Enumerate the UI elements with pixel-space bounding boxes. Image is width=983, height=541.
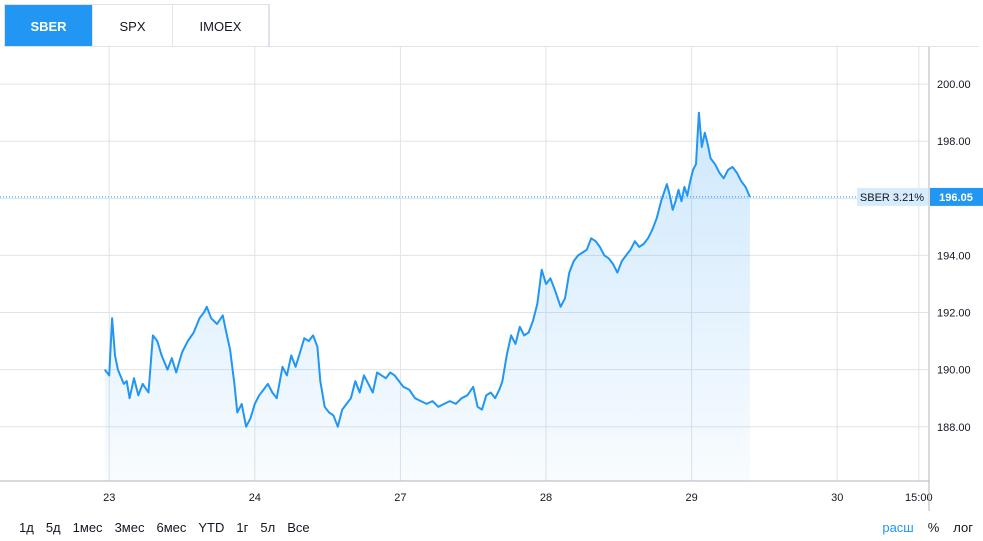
x-tick-label: 30	[831, 492, 843, 504]
series-label: SBER 3.21%	[860, 192, 924, 204]
range-1y[interactable]: 1г	[236, 520, 249, 535]
range-ytd[interactable]: YTD	[198, 520, 225, 535]
range-3m[interactable]: 3мес	[114, 520, 145, 535]
range-5d[interactable]: 5д	[45, 520, 61, 535]
tabbar-divider	[4, 46, 979, 47]
x-tick-label: 27	[394, 492, 406, 504]
scale-buttons: расш % лог	[868, 520, 973, 535]
y-tick-label: 192.00	[937, 308, 971, 320]
range-1d[interactable]: 1д	[19, 520, 34, 535]
price-chart[interactable]: 188.00190.00192.00194.00196.00198.00200.…	[0, 47, 983, 517]
scale-extend-button[interactable]: расш	[882, 520, 914, 535]
scale-log-button[interactable]: лог	[953, 520, 973, 535]
x-tick-label: 29	[686, 492, 698, 504]
tab-spx[interactable]: SPX	[93, 5, 173, 47]
y-tick-label: 198.00	[937, 136, 971, 148]
last-price-bg	[930, 187, 983, 206]
scale-percent-button[interactable]: %	[927, 520, 940, 535]
last-price-label: 196.05	[939, 192, 973, 204]
y-tick-label: 200.00	[937, 79, 971, 91]
range-selector: 1д 5д 1мес 3мес 6мес YTD 1г 5л Все	[19, 520, 322, 535]
tab-imoex[interactable]: IMOEX	[173, 5, 269, 47]
series-area	[104, 112, 750, 481]
range-1m[interactable]: 1мес	[72, 520, 103, 535]
x-tick-label: 28	[540, 492, 552, 504]
tab-sber[interactable]: SBER	[5, 5, 93, 47]
range-6m[interactable]: 6мес	[156, 520, 187, 535]
x-tick-label: 24	[249, 492, 261, 504]
symbol-tabs: SBER SPX IMOEX	[4, 4, 270, 47]
y-tick-label: 194.00	[937, 250, 971, 262]
x-tick-label: 15:00	[905, 492, 933, 504]
bottom-toolbar: 1д 5д 1мес 3мес 6мес YTD 1г 5л Все расш …	[0, 517, 983, 541]
x-tick-label: 23	[103, 492, 115, 504]
series-line	[104, 111, 751, 428]
range-5y[interactable]: 5л	[260, 520, 276, 535]
y-tick-label: 190.00	[937, 365, 971, 377]
range-all[interactable]: Все	[287, 520, 310, 535]
series-label-bg	[857, 187, 928, 206]
y-tick-label: 188.00	[937, 422, 971, 434]
